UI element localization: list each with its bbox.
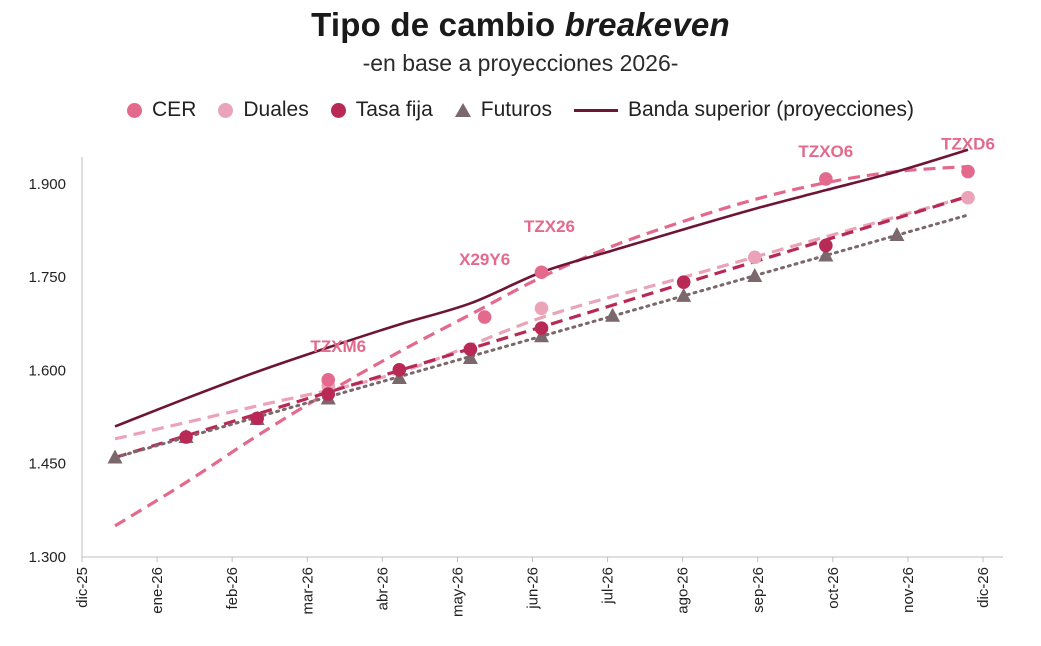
bond-label: TZXM6 [310, 337, 366, 356]
bond-label: TZXO6 [798, 142, 853, 161]
marker-futuros [605, 307, 621, 322]
legend-item-duales: Duales [218, 98, 309, 122]
x-tick-label: sep-26 [750, 567, 767, 613]
x-tick-label: ene-26 [149, 567, 166, 614]
marker-futuros [889, 226, 905, 241]
x-tick-label: feb-26 [224, 567, 241, 610]
legend-marker-tasa-fija [330, 102, 346, 118]
legend-marker-cer [127, 102, 143, 118]
legend-label-futuros: Futuros [480, 98, 552, 121]
x-tick-label: abr-26 [374, 567, 391, 610]
y-tick-label: 1.600 [28, 362, 66, 379]
marker-tasa-fija [321, 387, 336, 401]
chart-legend: CER Duales Tasa fija Futuros Banda super… [0, 98, 1041, 122]
legend-label-duales: Duales [243, 98, 309, 121]
marker-cer [321, 373, 336, 387]
series-line-banda-superior [114, 148, 969, 428]
bond-label: X29Y6 [459, 250, 510, 269]
marker-cer [961, 164, 975, 179]
y-tick-label: 1.750 [28, 269, 66, 286]
marker-duales [534, 301, 549, 316]
bond-label: TZXD6 [941, 135, 995, 154]
x-tick-label: dic-26 [975, 567, 992, 608]
marker-futuros [391, 369, 407, 384]
y-tick-label: 1.450 [28, 456, 66, 473]
chart-title-italic: breakeven [564, 6, 730, 43]
x-tick-label: nov-26 [900, 567, 917, 613]
marker-duales [747, 250, 762, 265]
marker-futuros [462, 350, 478, 365]
legend-marker-futuros [454, 103, 471, 117]
marker-tasa-fija [676, 275, 691, 289]
y-tick-label: 1.300 [28, 549, 66, 566]
marker-duales [961, 190, 975, 205]
legend-label-tasa-fija: Tasa fija [355, 98, 433, 121]
marker-tasa-fija [534, 321, 549, 336]
marker-cer [534, 265, 549, 280]
legend-item-banda: Banda superior (proyecciones) [573, 98, 914, 122]
marker-futuros [818, 247, 834, 262]
chart-title: Tipo de cambio breakeven [0, 6, 1041, 44]
marker-tasa-fija [250, 411, 264, 426]
marker-futuros [747, 267, 763, 282]
trendline-duales [114, 194, 969, 441]
x-tick-label: oct-26 [825, 567, 842, 609]
marker-tasa-fija [392, 363, 407, 377]
chart-subtitle: -en base a proyecciones 2026- [362, 50, 679, 76]
y-tick-label: 1.900 [28, 176, 66, 193]
marker-tasa-fija [819, 238, 833, 253]
x-tick-label: jun-26 [525, 567, 542, 610]
chart-title-main: Tipo de cambio [311, 6, 565, 43]
legend-item-futuros: Futuros [454, 98, 552, 122]
x-tick-label: ago-26 [675, 567, 692, 614]
marker-cer [819, 172, 833, 186]
marker-cer [477, 310, 492, 324]
x-tick-label: dic-25 [74, 567, 91, 608]
marker-futuros [534, 328, 549, 343]
legend-marker-banda [573, 108, 618, 112]
marker-futuros [676, 287, 692, 302]
legend-label-cer: CER [152, 98, 197, 121]
legend-marker-duales [218, 102, 234, 118]
marker-futuros [107, 449, 123, 464]
marker-tasa-fija [463, 342, 478, 357]
legend-item-tasa-fija: Tasa fija [330, 98, 433, 122]
x-tick-label: may-26 [449, 567, 466, 617]
x-tick-label: jul-26 [600, 567, 617, 605]
marker-tasa-fija [179, 430, 193, 444]
x-tick-label: mar-26 [299, 567, 316, 615]
trendline-cer [114, 164, 969, 528]
legend-label-banda: Banda superior (proyecciones) [627, 98, 914, 121]
bond-label: TZX26 [524, 217, 575, 236]
legend-item-cer: CER [127, 98, 196, 122]
